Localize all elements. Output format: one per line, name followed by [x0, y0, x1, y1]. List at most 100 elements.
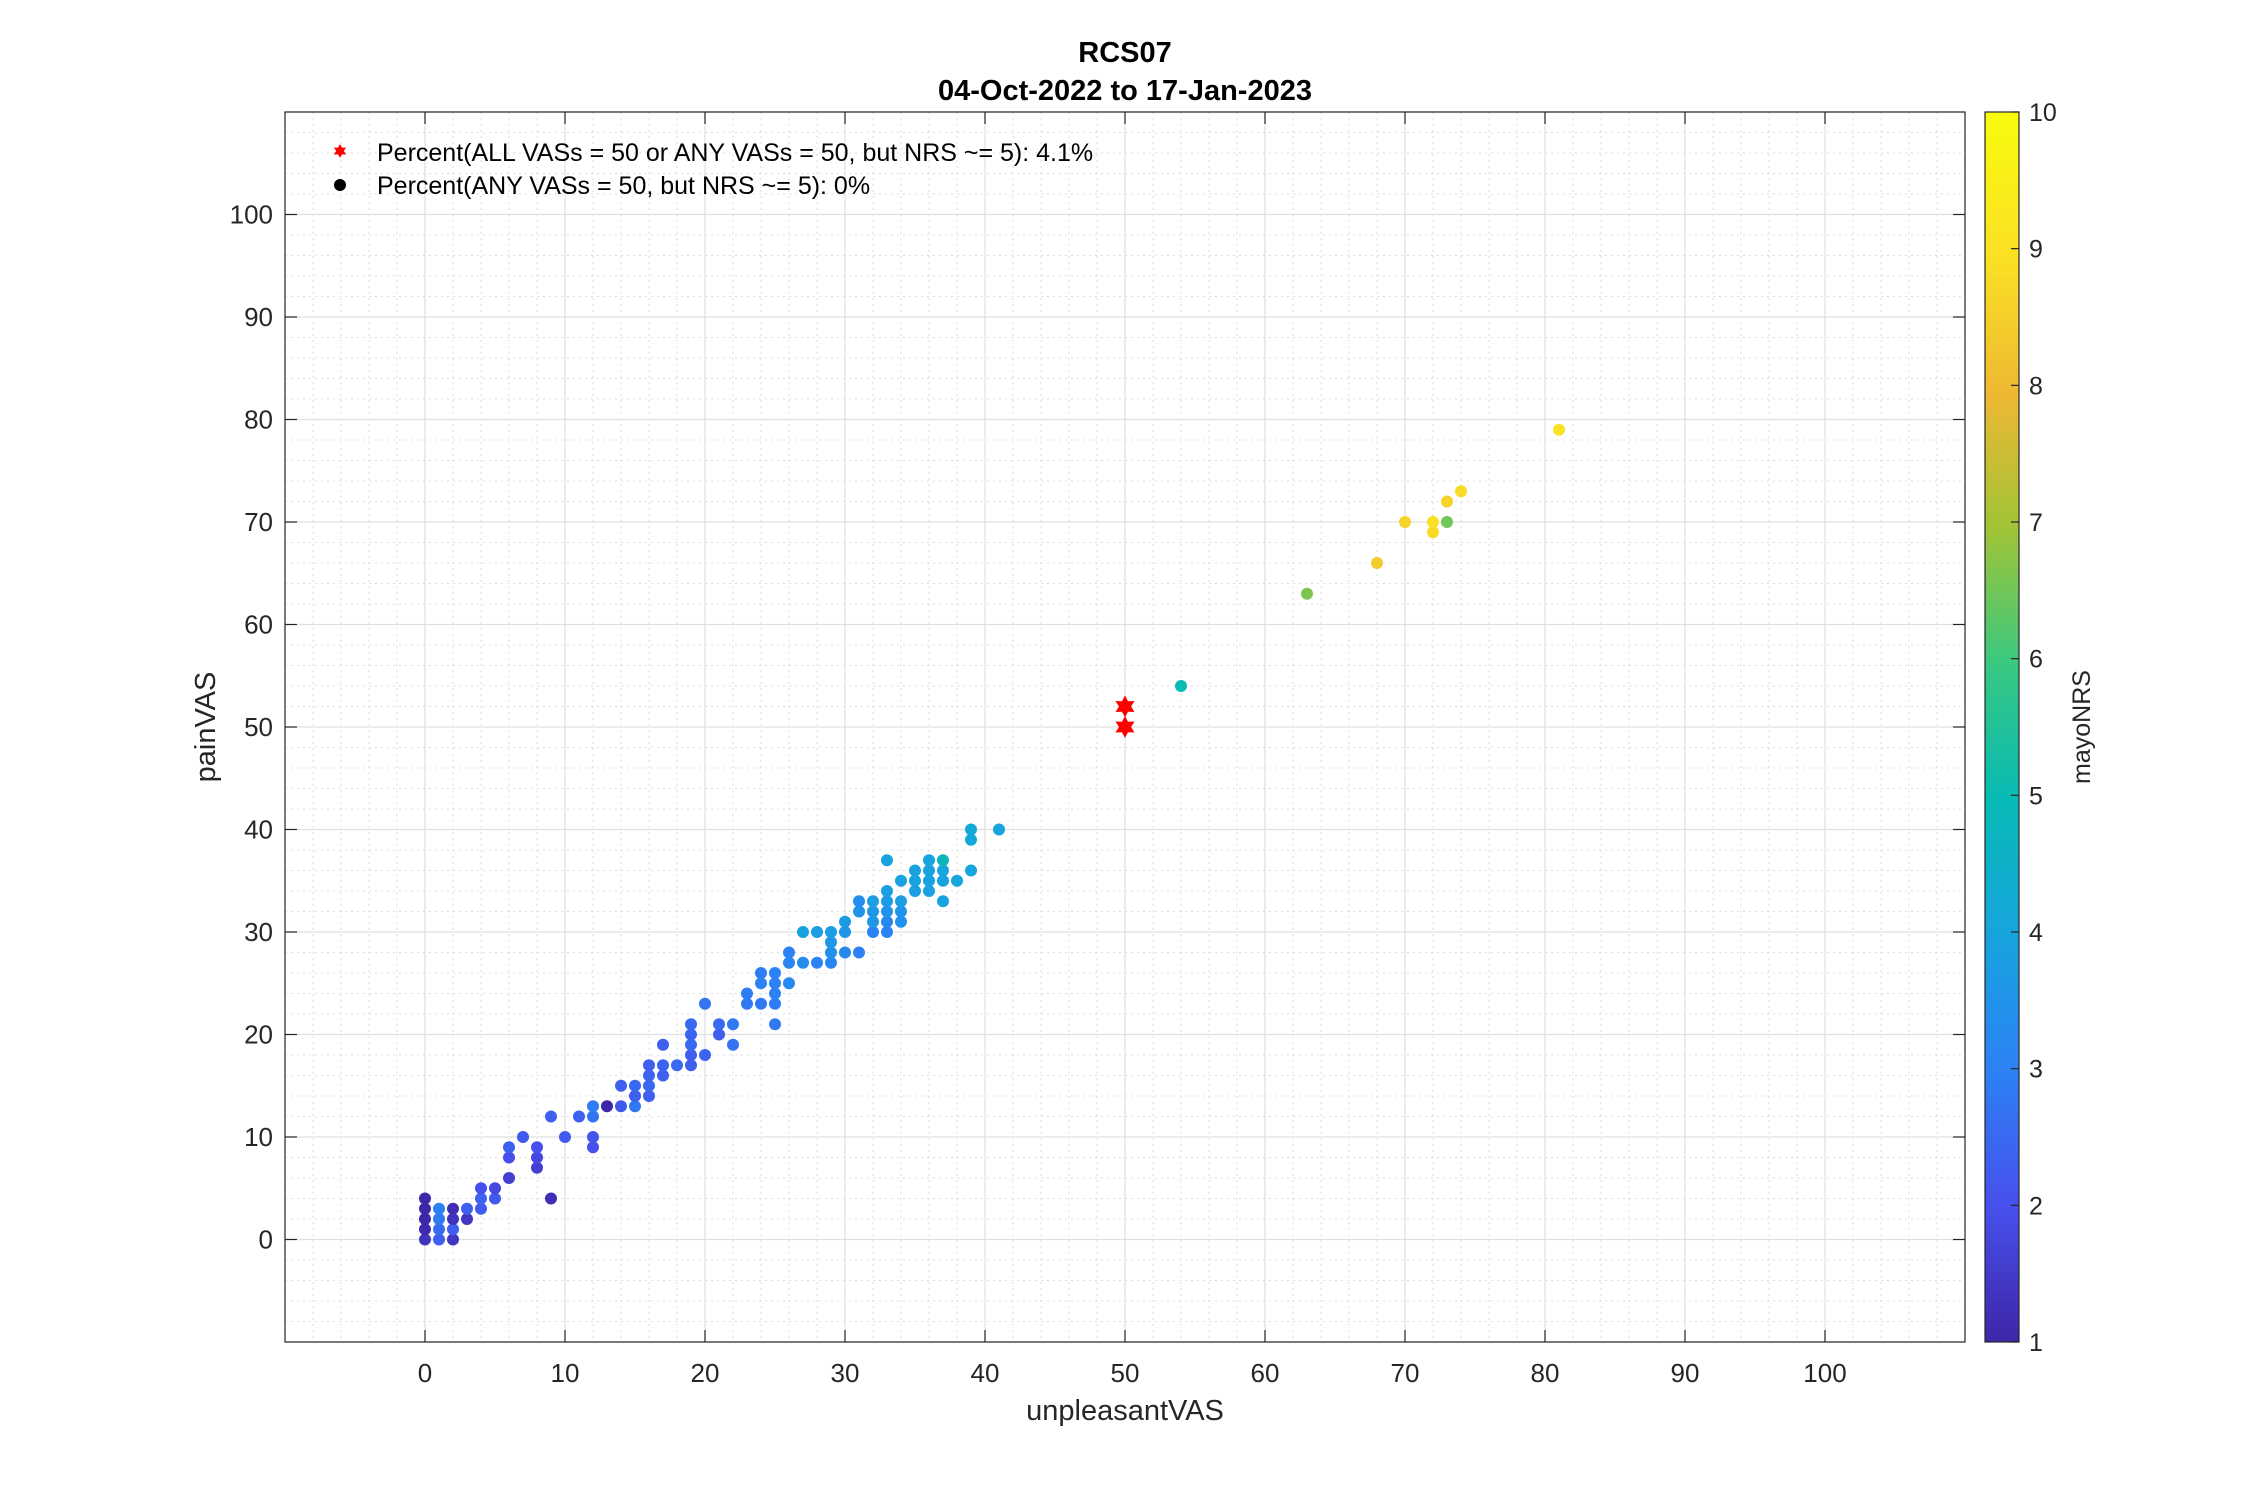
scatter-point: [671, 1059, 683, 1072]
y-tick-label: 10: [244, 1122, 273, 1152]
axis-ticks: 0 10 20 30 40 50 60 70 80 90 100 0 10 20 30 40 50 60 70 80 9…: [230, 112, 1965, 1388]
scatter-point: [1175, 680, 1187, 692]
x-tick-label: 70: [1391, 1358, 1420, 1388]
scatter-point: [517, 1131, 529, 1143]
scatter-point: [1553, 423, 1565, 436]
scatter-point: [629, 1100, 641, 1113]
colorbar-tick-label: 2: [2029, 1192, 2043, 1220]
scatter-point: [853, 895, 865, 908]
scatter-point: [937, 854, 949, 867]
scatter-point: [993, 823, 1005, 836]
legend-star-shape: [333, 144, 347, 158]
scatter-point: [685, 1059, 697, 1072]
scatter-point: [601, 1100, 613, 1113]
scatter-point: [685, 1018, 697, 1031]
scatter-point: [489, 1182, 501, 1195]
colorbar-ticks: 1 2 3 4 5 6 7 8 9 10: [2011, 99, 2057, 1357]
x-tick-label: 10: [551, 1358, 580, 1388]
scatter-point: [741, 987, 753, 1000]
legend-star-marker: [333, 144, 347, 158]
scatter-point: [951, 874, 963, 887]
colorbar-tick-label: 10: [2029, 99, 2057, 127]
star-point: [1115, 716, 1135, 738]
colorbar-tick-label: 5: [2029, 782, 2043, 810]
x-tick-label: 80: [1531, 1358, 1560, 1388]
scatter-point: [699, 1049, 711, 1061]
scatter-point: [657, 1038, 669, 1051]
scatter-point: [769, 1018, 781, 1031]
scatter-point: [825, 936, 837, 949]
scatter-point: [755, 997, 767, 1010]
scatter-point: [881, 885, 893, 897]
scatter-point: [587, 1141, 599, 1154]
scatter-point: [965, 823, 977, 836]
y-tick-label: 40: [244, 815, 273, 845]
scatter-point: [881, 854, 893, 867]
scatter-point: [895, 874, 907, 887]
x-axis-label: unpleasantVAS: [1026, 1395, 1224, 1427]
x-tick-label: 50: [1111, 1358, 1140, 1388]
y-tick-label: 20: [244, 1020, 273, 1050]
scatter-point: [1399, 516, 1411, 528]
scatter-point: [881, 926, 893, 938]
colorbar-tick-label: 3: [2029, 1056, 2043, 1084]
scatter-point: [447, 1223, 459, 1236]
chart-title: RCS07: [1078, 37, 1172, 69]
scatter-point: [1301, 587, 1313, 600]
scatter-point: [643, 1059, 655, 1072]
scatter-point: [419, 1213, 431, 1225]
scatter-point: [433, 1233, 445, 1246]
scatter-point: [531, 1141, 543, 1154]
chart-subtitle: 04-Oct-2022 to 17-Jan-2023: [938, 75, 1312, 107]
star-point: [1115, 695, 1135, 718]
scatter-point: [867, 905, 879, 918]
scatter-point: [783, 956, 795, 969]
scatter-point: [769, 997, 781, 1010]
scatter-point: [769, 977, 781, 990]
scatter-point: [643, 1069, 655, 1082]
scatter-point: [923, 885, 935, 897]
y-tick-label: 50: [244, 712, 273, 742]
scatter-point: [895, 915, 907, 928]
scatter-point: [475, 1202, 487, 1215]
scatter-point: [447, 1202, 459, 1215]
colorbar-tick-label: 7: [2029, 509, 2043, 537]
x-tick-label: 60: [1251, 1358, 1280, 1388]
scatter-point: [1427, 516, 1439, 528]
scatter-point: [1441, 516, 1453, 528]
scatter-point: [587, 1100, 599, 1113]
scatter-point: [1371, 557, 1383, 569]
scatter-point: [685, 1038, 697, 1051]
scatter-point: [419, 1233, 431, 1246]
scatter-point: [615, 1100, 627, 1113]
scatter-point: [629, 1090, 641, 1102]
y-tick-label: 80: [244, 405, 273, 435]
scatter-point: [475, 1192, 487, 1205]
colorbar-label: mayoNRS: [2068, 670, 2096, 784]
y-tick-label: 70: [244, 507, 273, 537]
scatter-point: [741, 997, 753, 1010]
scatter-point: [433, 1213, 445, 1225]
y-tick-label: 100: [230, 200, 273, 230]
scatter-point: [531, 1161, 543, 1174]
x-tick-label: 90: [1671, 1358, 1700, 1388]
scatter-point: [1455, 485, 1467, 498]
scatter-point: [797, 956, 809, 969]
scatter-point: [643, 1090, 655, 1102]
scatter-point: [657, 1059, 669, 1072]
scatter-point: [461, 1202, 473, 1215]
y-tick-label: 0: [259, 1225, 273, 1255]
scatter-point: [559, 1131, 571, 1143]
scatter-point: [937, 895, 949, 908]
scatter-point: [895, 895, 907, 908]
scatter-point: [545, 1110, 557, 1123]
scatter-point: [965, 864, 977, 877]
legend: Percent(ALL VASs = 50 or ANY VASs = 50, …: [333, 139, 1093, 200]
scatter-point: [853, 946, 865, 959]
x-tick-label: 100: [1803, 1358, 1846, 1388]
scatter-point: [853, 905, 865, 918]
scatter-point: [503, 1172, 515, 1184]
scatter-point: [433, 1223, 445, 1236]
scatter-point: [713, 1028, 725, 1041]
